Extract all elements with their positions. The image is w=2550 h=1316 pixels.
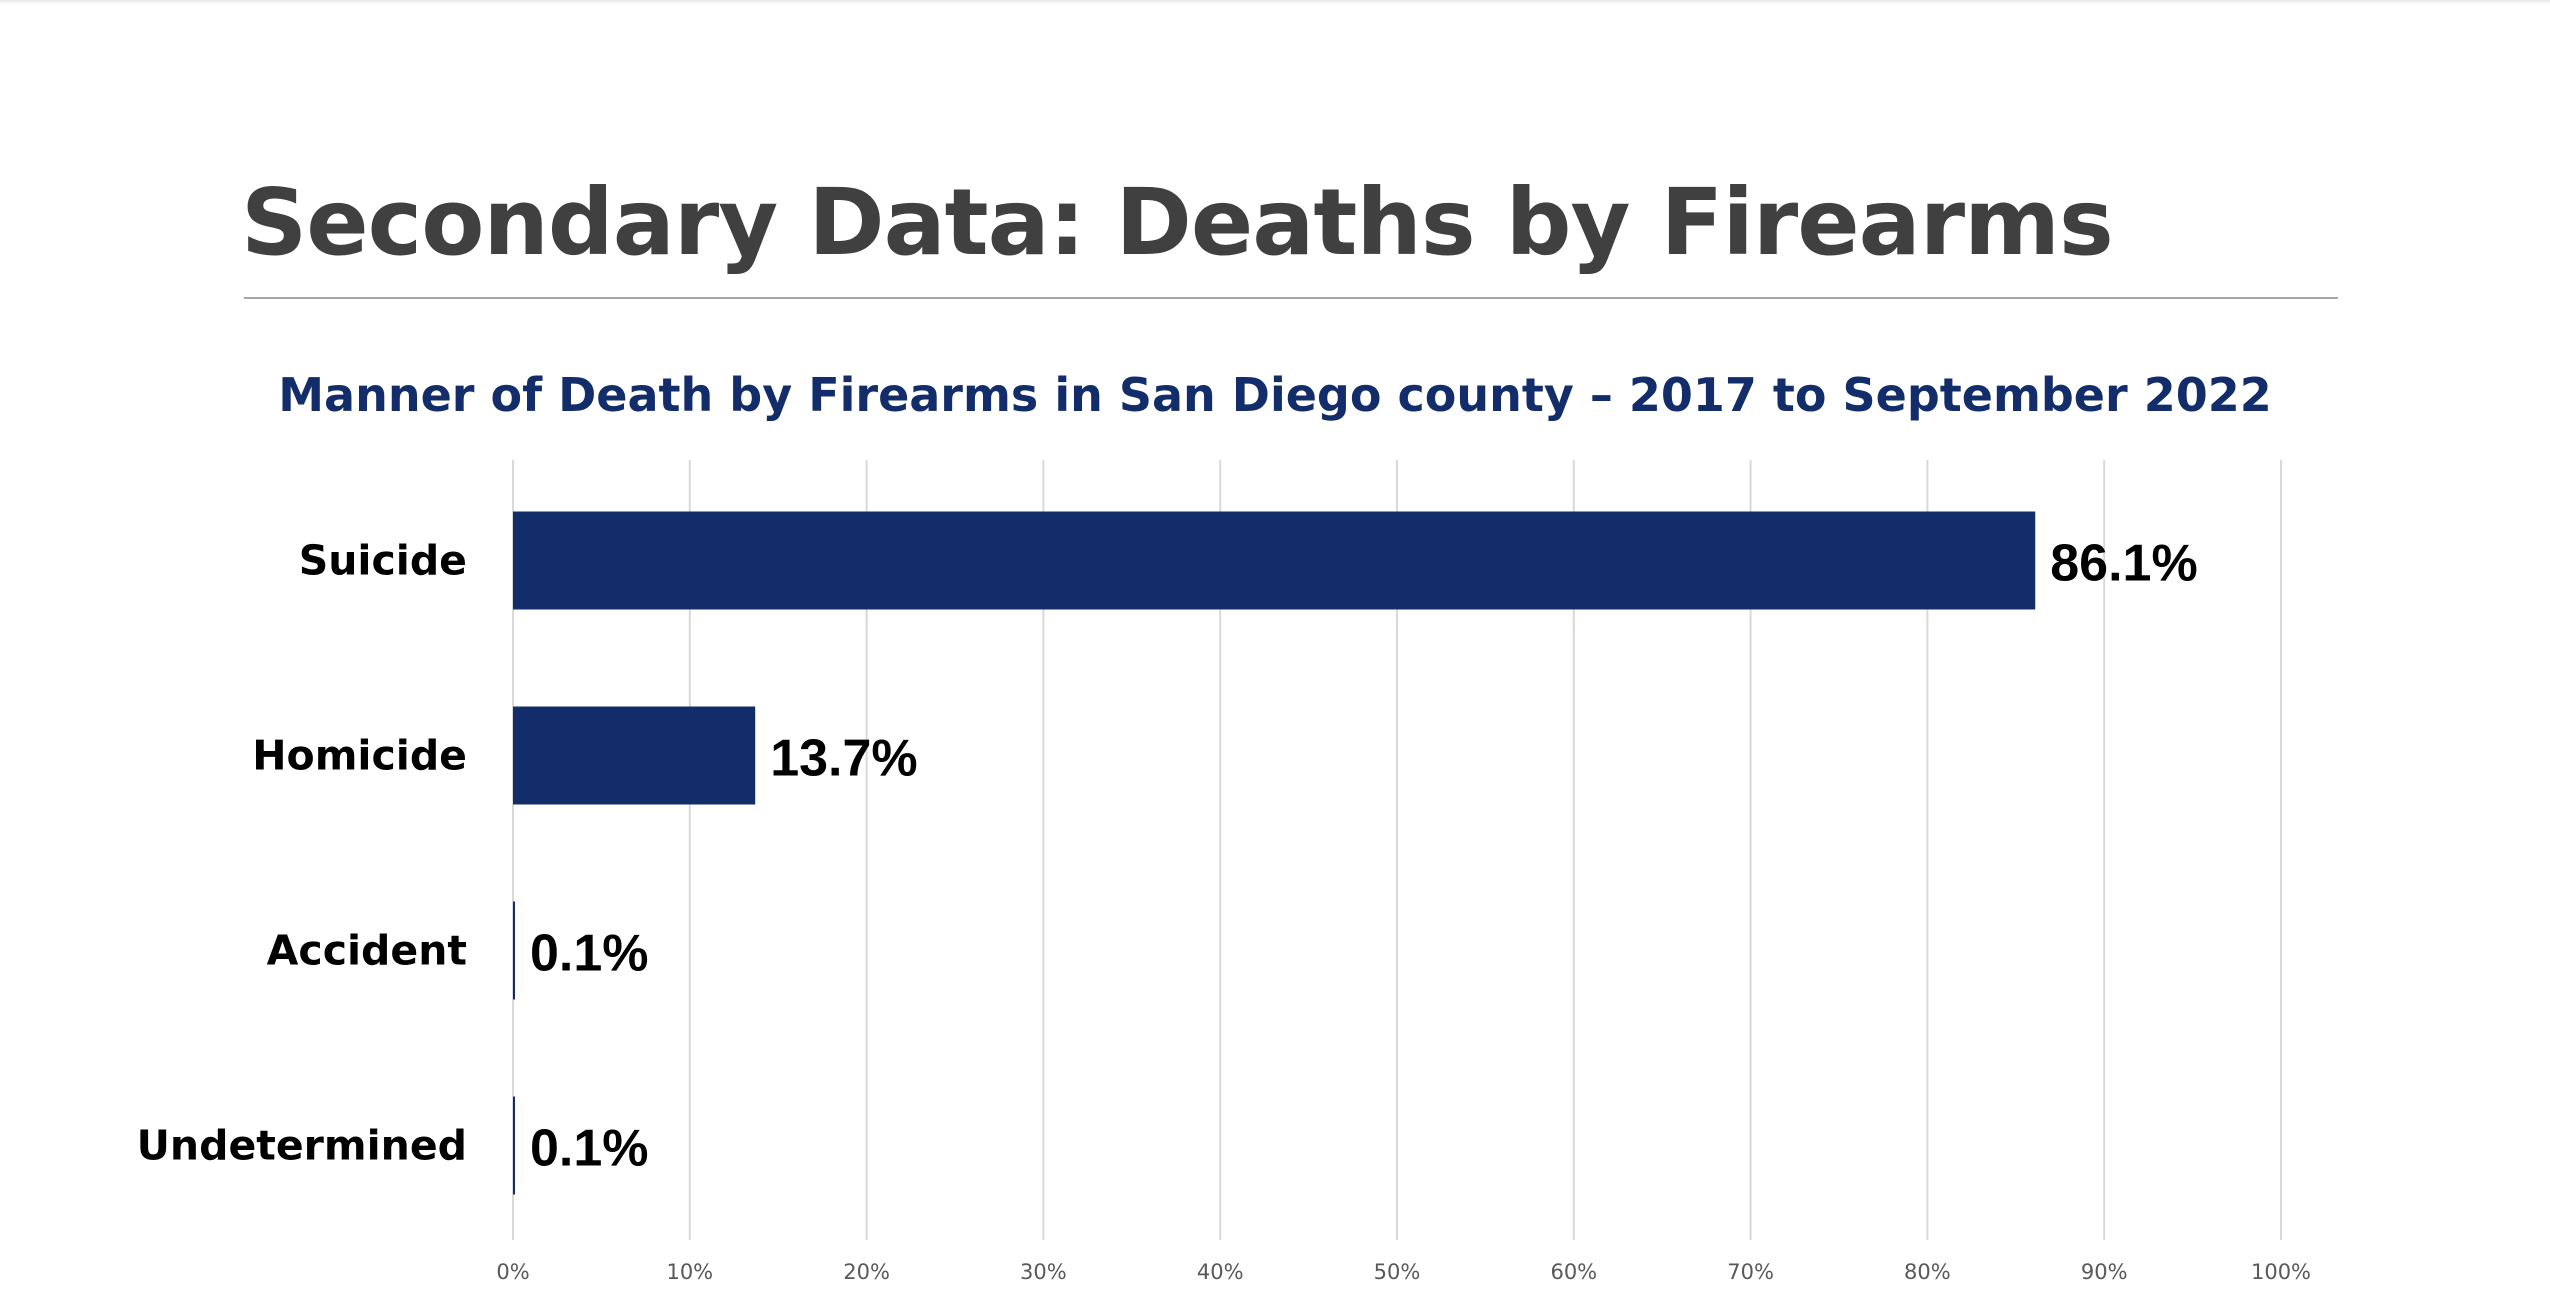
category-label: Homicide bbox=[252, 732, 467, 780]
category-label: Suicide bbox=[299, 537, 467, 585]
data-label: 13.7% bbox=[770, 730, 917, 788]
data-label: 86.1% bbox=[2050, 535, 2197, 593]
bar-accident bbox=[513, 901, 515, 1000]
x-tick-label: 90% bbox=[2081, 1260, 2128, 1284]
bar-undetermined bbox=[513, 1096, 515, 1195]
bar-homicide bbox=[513, 706, 756, 805]
chart-title: Manner of Death by Firearms in San Diego… bbox=[278, 368, 2272, 422]
data-labels: 86.1% 13.7% 0.1% 0.1% bbox=[530, 535, 2198, 1178]
x-tick-label: 80% bbox=[1904, 1260, 1951, 1284]
x-tick-label: 0% bbox=[496, 1260, 529, 1284]
category-labels: Suicide Homicide Accident Undetermined bbox=[137, 537, 467, 1170]
x-tick-label: 60% bbox=[1550, 1260, 1597, 1284]
category-label: Accident bbox=[267, 927, 467, 975]
x-tick-label: 50% bbox=[1374, 1260, 1421, 1284]
x-axis-tick-labels: 0% 10% 20% 30% 40% 50% 60% 70% 80% 90% 100% bbox=[496, 1260, 2311, 1284]
title-divider bbox=[244, 297, 2338, 299]
x-tick-label: 40% bbox=[1197, 1260, 1244, 1284]
category-label: Undetermined bbox=[137, 1122, 467, 1170]
x-tick-label: 100% bbox=[2251, 1260, 2311, 1284]
x-tick-label: 20% bbox=[843, 1260, 890, 1284]
x-tick-label: 10% bbox=[666, 1260, 713, 1284]
data-label: 0.1% bbox=[530, 925, 649, 983]
x-tick-label: 30% bbox=[1020, 1260, 1067, 1284]
x-tick-label: 70% bbox=[1727, 1260, 1774, 1284]
slide-title: Secondary Data: Deaths by Firearms bbox=[241, 169, 2114, 276]
bar-suicide bbox=[513, 511, 2036, 610]
bars bbox=[513, 511, 2036, 1195]
data-label: 0.1% bbox=[530, 1120, 649, 1178]
top-shade bbox=[0, 0, 2550, 4]
